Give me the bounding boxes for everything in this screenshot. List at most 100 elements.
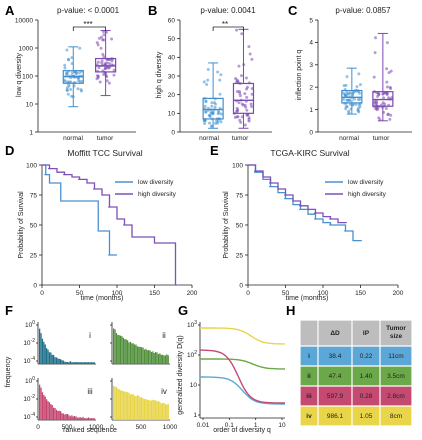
histogram-bar bbox=[129, 341, 132, 364]
histogram-bar bbox=[43, 341, 45, 364]
data-point bbox=[345, 75, 349, 79]
data-point bbox=[65, 88, 69, 92]
histogram-bar bbox=[131, 394, 133, 420]
histogram-bar bbox=[51, 354, 53, 364]
tick-exponent: -4 bbox=[31, 412, 36, 418]
histogram-bar bbox=[90, 362, 93, 364]
data-point bbox=[345, 98, 349, 102]
histogram-bar bbox=[160, 403, 162, 420]
histogram-bar bbox=[152, 351, 154, 364]
subplot-label: iii bbox=[87, 387, 93, 396]
histogram-bar bbox=[53, 407, 55, 420]
data-point bbox=[202, 80, 206, 84]
data-point bbox=[67, 84, 71, 88]
data-point bbox=[202, 119, 206, 123]
data-point bbox=[216, 112, 220, 116]
data-point bbox=[351, 93, 355, 97]
significance-marker: ** bbox=[222, 20, 228, 29]
x-tick-label: tumor bbox=[232, 135, 249, 142]
data-point bbox=[245, 108, 249, 112]
histogram-bar bbox=[58, 410, 60, 420]
data-point bbox=[381, 92, 385, 96]
histogram-bar bbox=[117, 334, 119, 364]
table-cell: 0.28 bbox=[360, 393, 373, 400]
histogram-bar bbox=[75, 361, 77, 364]
data-point bbox=[240, 102, 244, 106]
y-tick-label: 4 bbox=[309, 40, 313, 47]
histogram-bar bbox=[115, 332, 118, 364]
table-cell: i bbox=[308, 353, 310, 360]
table-header-cell: ΔD bbox=[330, 330, 340, 337]
table-header bbox=[300, 320, 412, 346]
y-tick-label: 10 bbox=[190, 382, 198, 389]
data-point bbox=[385, 41, 389, 45]
data-point bbox=[97, 36, 101, 40]
data-point bbox=[66, 80, 70, 84]
histogram-bar bbox=[143, 349, 146, 364]
histogram-bar bbox=[58, 358, 60, 364]
histogram-bar bbox=[71, 415, 73, 420]
data-point bbox=[97, 66, 101, 70]
histogram-bar bbox=[134, 344, 136, 364]
data-point bbox=[385, 67, 389, 71]
data-point bbox=[103, 62, 107, 66]
histogram-bar bbox=[81, 417, 83, 420]
histogram-bar bbox=[128, 392, 130, 420]
data-point bbox=[65, 71, 69, 75]
histogram-bar bbox=[82, 416, 84, 420]
data-point bbox=[237, 89, 241, 93]
x-tick-label: 1 bbox=[254, 422, 258, 429]
data-point bbox=[203, 122, 207, 126]
x-tick-label: 150 bbox=[355, 290, 366, 297]
data-point bbox=[357, 72, 361, 76]
y-tick-label: 102 bbox=[187, 350, 197, 359]
data-point bbox=[78, 80, 82, 84]
histogram-bar bbox=[40, 333, 42, 364]
data-point bbox=[63, 63, 67, 67]
y-tick-label: 0 bbox=[171, 129, 175, 136]
histogram-bar bbox=[157, 401, 160, 420]
histogram-bar bbox=[88, 417, 90, 420]
legend-label-low-diversity: low diversity bbox=[348, 179, 384, 186]
histogram-bar bbox=[89, 418, 91, 420]
survival-curve-high bbox=[42, 164, 177, 286]
y-tick-label: 40 bbox=[168, 55, 176, 62]
data-point bbox=[381, 101, 385, 105]
data-point bbox=[237, 64, 241, 68]
histogram-bar bbox=[92, 418, 94, 420]
data-point bbox=[213, 121, 217, 125]
histogram-bar bbox=[156, 352, 158, 364]
x-tick-label: 0 bbox=[40, 290, 44, 297]
data-point bbox=[79, 88, 83, 92]
data-point bbox=[96, 74, 100, 78]
panel-label-h: H bbox=[286, 303, 295, 318]
data-point bbox=[238, 94, 242, 98]
histogram-bar bbox=[41, 338, 44, 364]
data-point bbox=[204, 110, 208, 114]
histogram-bar bbox=[78, 362, 80, 364]
data-point bbox=[76, 87, 80, 91]
data-point bbox=[385, 91, 389, 95]
data-point bbox=[347, 109, 351, 113]
data-point bbox=[358, 83, 362, 87]
histogram-bar bbox=[129, 394, 132, 420]
histogram-bar bbox=[57, 410, 59, 420]
data-point bbox=[349, 99, 353, 103]
table-cell: iii bbox=[306, 393, 312, 400]
data-point bbox=[245, 95, 249, 99]
y-tick-label: 100 bbox=[25, 320, 35, 329]
box-normal bbox=[202, 97, 224, 120]
data-point bbox=[357, 110, 361, 114]
table-cell: 2.8cm bbox=[387, 393, 405, 400]
data-point bbox=[248, 52, 252, 56]
histogram-bar bbox=[39, 384, 41, 420]
data-point bbox=[203, 104, 207, 108]
histogram-bar bbox=[44, 344, 46, 364]
data-point bbox=[356, 98, 360, 102]
data-point bbox=[101, 38, 105, 42]
data-point bbox=[243, 92, 247, 96]
histogram-bar bbox=[71, 362, 73, 364]
data-point bbox=[387, 71, 391, 75]
data-point bbox=[240, 115, 244, 119]
y-tick-label: 1000 bbox=[19, 45, 34, 52]
